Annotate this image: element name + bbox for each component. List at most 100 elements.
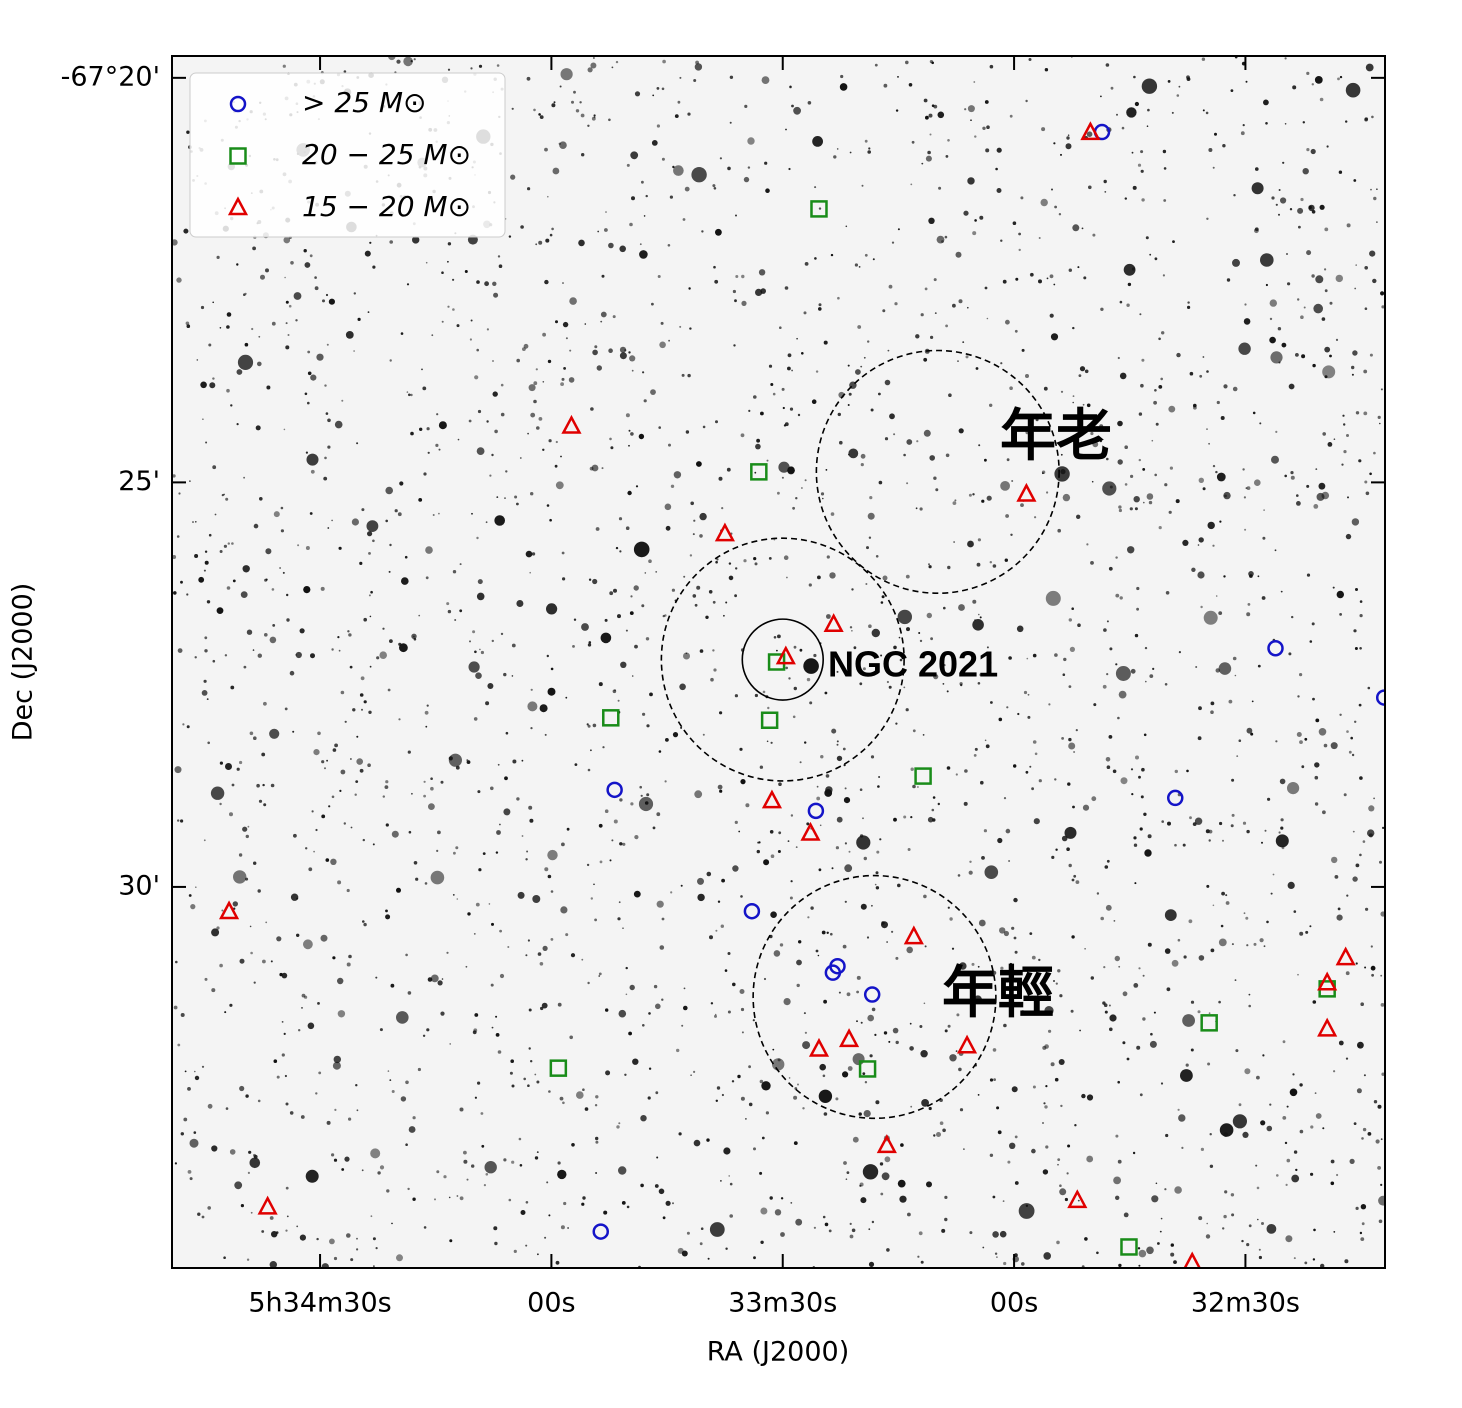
- legend-box: [189, 72, 506, 238]
- star: [1335, 338, 1339, 341]
- star: [1057, 969, 1061, 973]
- star: [787, 353, 792, 358]
- star: [561, 377, 565, 381]
- star: [1287, 881, 1295, 890]
- star: [897, 1179, 906, 1188]
- star: [350, 758, 352, 760]
- star: [364, 250, 371, 257]
- star: [243, 476, 246, 479]
- star: [782, 406, 785, 410]
- star: [413, 58, 416, 61]
- star: [333, 1256, 338, 1261]
- star: [239, 958, 245, 964]
- star: [1215, 470, 1218, 474]
- star: [1008, 860, 1011, 862]
- star: [792, 715, 796, 719]
- star: [205, 441, 208, 444]
- star: [203, 839, 206, 842]
- star: [405, 953, 408, 957]
- star: [694, 63, 703, 71]
- star: [407, 1187, 410, 1191]
- star: [265, 921, 268, 924]
- star: [976, 562, 981, 567]
- star: [799, 761, 802, 764]
- star: [1190, 1000, 1195, 1004]
- star: [715, 929, 718, 932]
- star: [713, 265, 716, 269]
- star: [511, 107, 514, 110]
- star: [955, 1050, 958, 1052]
- star: [447, 242, 452, 246]
- star: [1161, 820, 1164, 823]
- star: [494, 429, 498, 434]
- star: [516, 797, 520, 801]
- star: [777, 850, 781, 853]
- star: [295, 319, 298, 322]
- star: [625, 526, 630, 530]
- star: [1251, 182, 1264, 195]
- star: [296, 933, 300, 937]
- star: [534, 1073, 537, 1076]
- star: [795, 846, 798, 848]
- star: [897, 883, 901, 888]
- star: [1314, 802, 1319, 806]
- star: [818, 1089, 833, 1104]
- star: [638, 433, 645, 440]
- star: [874, 63, 878, 67]
- data-point: [592, 1223, 610, 1240]
- star: [851, 1228, 856, 1233]
- star: [936, 1132, 941, 1137]
- star: [618, 901, 621, 904]
- star: [1222, 839, 1224, 842]
- star: [903, 686, 906, 689]
- star: [196, 359, 199, 361]
- star: [1232, 386, 1238, 392]
- star: [1360, 1204, 1367, 1210]
- star: [1003, 797, 1007, 800]
- star: [770, 741, 773, 744]
- star: [511, 675, 514, 677]
- star: [1031, 955, 1036, 960]
- star: [310, 374, 317, 381]
- region-label: 年老: [1000, 404, 1112, 469]
- star: [175, 960, 178, 964]
- star: [1121, 126, 1125, 130]
- star: [597, 230, 600, 233]
- star: [1158, 526, 1162, 530]
- star: [942, 1128, 946, 1133]
- star: [1041, 470, 1046, 474]
- star: [467, 912, 471, 916]
- star: [570, 953, 576, 958]
- star: [496, 830, 501, 835]
- star: [626, 163, 630, 167]
- star: [754, 471, 757, 474]
- star: [1346, 730, 1349, 733]
- star: [1183, 955, 1187, 959]
- star: [1299, 1083, 1303, 1087]
- star: [421, 368, 423, 371]
- star: [910, 1105, 913, 1108]
- star: [431, 334, 434, 337]
- star: [630, 432, 634, 436]
- star: [931, 808, 935, 812]
- star: [923, 357, 928, 362]
- star: [807, 101, 812, 105]
- star: [1318, 482, 1326, 490]
- star: [980, 780, 984, 785]
- star: [183, 228, 189, 234]
- star: [860, 463, 864, 467]
- star: [400, 332, 404, 335]
- star: [1116, 113, 1118, 116]
- star: [535, 243, 538, 246]
- star: [877, 785, 880, 788]
- data-point: [903, 925, 924, 945]
- star: [356, 1109, 359, 1112]
- star: [625, 629, 628, 632]
- star: [299, 1234, 306, 1241]
- star: [331, 795, 335, 799]
- star: [1010, 533, 1013, 536]
- star: [600, 632, 612, 644]
- star: [1302, 121, 1306, 124]
- data-point: [1080, 121, 1101, 141]
- star: [936, 235, 945, 244]
